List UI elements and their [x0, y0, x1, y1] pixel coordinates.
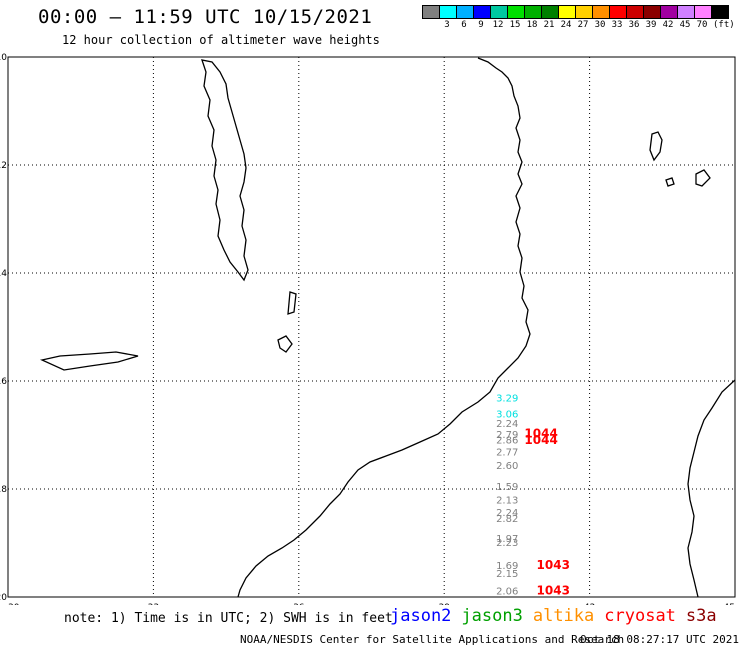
legend-label: 9 — [478, 20, 484, 30]
chart-subtitle: 12 hour collection of altimeter wave hei… — [62, 33, 380, 47]
wave-height-label: 3.29 — [496, 394, 518, 405]
legend-swatch — [711, 5, 729, 19]
legend-label: 36 — [628, 20, 640, 30]
lat-tick-label: -10 — [0, 53, 7, 63]
lon-tick-label: 45 — [724, 603, 735, 605]
satellite-legend: jason2 jason3 altika cryosat s3a — [390, 606, 727, 626]
color-legend — [422, 5, 729, 19]
wave-height-label: 1.59 — [496, 482, 518, 493]
legend-label: 6 — [461, 20, 467, 30]
coastline — [287, 291, 297, 315]
wave-height-label: 1043 — [537, 558, 570, 572]
legend-label: 39 — [645, 20, 657, 30]
wave-height-label: 2.06 — [496, 586, 518, 597]
wave-height-label: 1.97 — [496, 534, 518, 545]
legend-label: 21 — [543, 20, 555, 30]
footnote: note: 1) Time is in UTC; 2) SWH is in fe… — [64, 611, 393, 626]
wave-height-label: 2.23 — [496, 538, 518, 549]
lon-tick-label: 42 — [584, 603, 595, 605]
wave-height-label: 2.77 — [496, 448, 518, 459]
legend-label: 45 — [679, 20, 691, 30]
coastline — [201, 59, 249, 282]
lon-tick-label: 36 — [293, 603, 305, 605]
legend-label: 24 — [560, 20, 572, 30]
wave-height-label: 2.82 — [496, 514, 518, 525]
lat-tick-label: -18 — [0, 485, 7, 495]
legend-label: 12 — [492, 20, 504, 30]
coastline — [695, 169, 711, 187]
coastline — [649, 131, 663, 162]
wave-height-label: 2.86 — [496, 436, 518, 447]
wave-height-map[interactable]: 303336394245-10-12-14-16-18-203.293.062.… — [0, 0, 740, 605]
legend-label: 27 — [577, 20, 589, 30]
wave-height-label: 1043 — [537, 583, 570, 597]
wave-height-label: 2.60 — [496, 461, 518, 472]
lon-tick-label: 30 — [8, 603, 20, 605]
legend-label: 30 — [594, 20, 606, 30]
coastline — [39, 351, 139, 371]
legend-label: 70 — [696, 20, 708, 30]
credit-text: NOAA/NESDIS Center for Satellite Applica… — [240, 633, 625, 646]
legend-label: 3 — [444, 20, 450, 30]
satellite-name: cryosat — [604, 606, 676, 626]
wave-height-label: 2.13 — [496, 496, 518, 507]
coastline — [665, 177, 675, 187]
satellite-name: jason2 — [390, 606, 452, 626]
wave-height-label: 1044 — [524, 427, 557, 441]
wave-height-label: 2.79 — [496, 430, 518, 441]
coastline — [277, 335, 293, 353]
wave-height-label: 1044 — [524, 433, 557, 447]
wave-height-label: 1.69 — [496, 561, 518, 572]
coastline — [687, 379, 736, 598]
legend-unit: (ft) — [713, 20, 735, 30]
lon-tick-label: 33 — [148, 603, 159, 605]
lat-tick-label: -12 — [0, 161, 7, 171]
wave-height-label: 3.06 — [496, 410, 518, 421]
legend-label: 33 — [611, 20, 623, 30]
lat-tick-label: -20 — [0, 593, 7, 603]
lat-tick-label: -14 — [0, 269, 7, 279]
map-frame — [7, 56, 736, 598]
satellite-name: jason3 — [461, 606, 523, 626]
wave-height-label: 2.24 — [496, 419, 518, 430]
wave-height-label: 2.24 — [496, 508, 518, 519]
legend-label: 42 — [662, 20, 674, 30]
timestamp-text: Oct 18 08:27:17 UTC 2021 — [580, 633, 739, 646]
chart-title: 00:00 – 11:59 UTC 10/15/2021 — [38, 6, 373, 28]
satellite-name: altika — [532, 606, 595, 626]
lon-tick-label: 39 — [438, 603, 450, 605]
satellite-name: s3a — [685, 606, 717, 626]
legend-label: 18 — [526, 20, 538, 30]
wave-height-label: 2.15 — [496, 569, 518, 580]
lat-tick-label: -16 — [0, 377, 7, 387]
coastline — [237, 57, 531, 598]
legend-label: 15 — [509, 20, 521, 30]
